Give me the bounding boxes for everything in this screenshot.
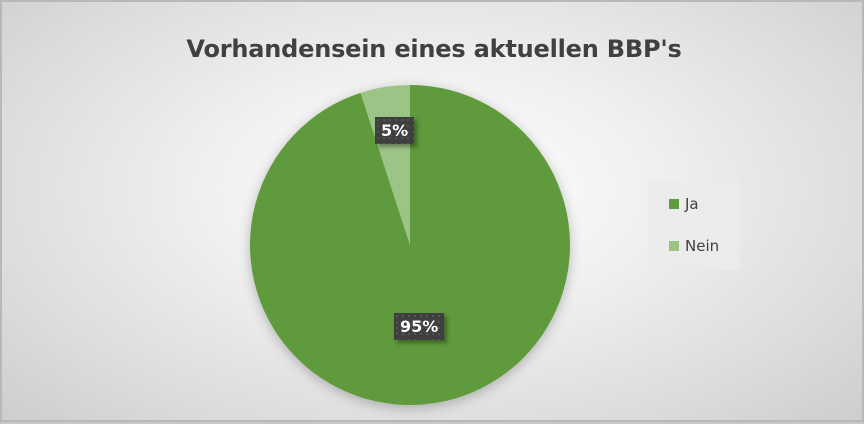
legend-item-nein: Nein	[669, 237, 719, 255]
legend: Ja Nein	[648, 181, 740, 270]
legend-label-nein: Nein	[685, 237, 720, 255]
legend-label-ja: Ja	[685, 195, 699, 213]
chart-title: Vorhandensein eines aktuellen BBP's	[186, 35, 682, 63]
legend-swatch-nein-icon	[669, 241, 679, 251]
legend-swatch-ja-icon	[669, 199, 679, 209]
pie-slice-ja	[250, 85, 570, 406]
legend-item-ja: Ja	[669, 195, 699, 213]
data-label-ja: 95%	[394, 313, 445, 340]
data-label-nein: 5%	[375, 117, 415, 144]
